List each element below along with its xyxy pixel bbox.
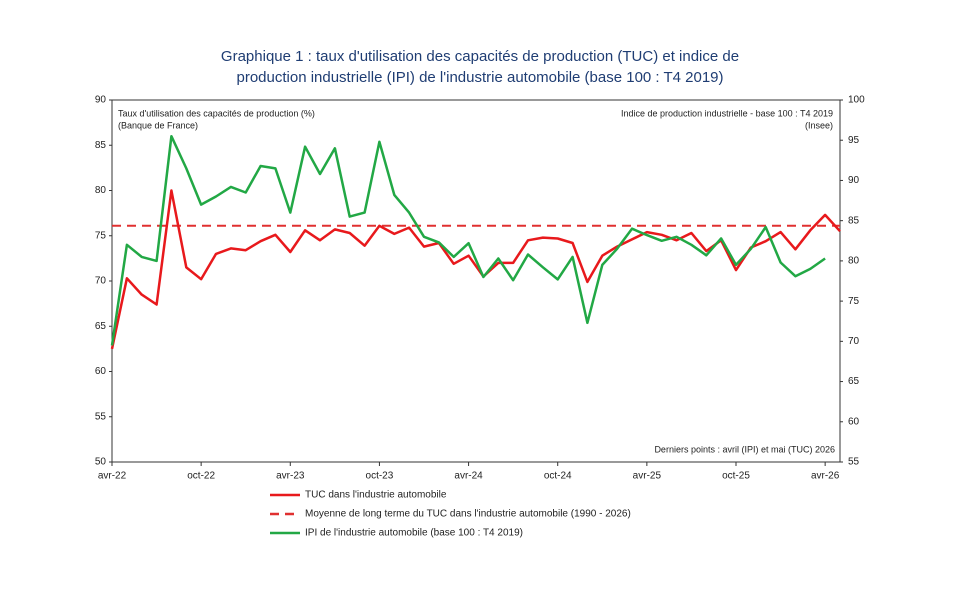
y-tick-label: 70 (95, 276, 107, 287)
y-tick-label: 80 (95, 185, 107, 196)
legend-label: IPI de l'industrie automobile (base 100 … (305, 528, 523, 539)
y-tick-label: 90 (95, 95, 107, 106)
y2-tick-label: 100 (848, 95, 865, 106)
x-tick-label: avr-23 (276, 471, 305, 482)
y2-axis-label: Indice de production industrielle - base… (621, 108, 833, 118)
y2-tick-label: 55 (848, 457, 860, 468)
y-tick-label: 85 (95, 140, 107, 151)
y2-tick-label: 75 (848, 296, 860, 307)
y2-tick-label: 95 (848, 135, 860, 146)
y-tick-label: 75 (95, 230, 107, 241)
x-tick-label: avr-25 (633, 471, 662, 482)
x-tick-label: oct-22 (187, 471, 215, 482)
y2-tick-label: 90 (848, 175, 860, 186)
annotation: Derniers points : avril (IPI) et mai (TU… (654, 444, 835, 454)
y-tick-label: 65 (95, 321, 107, 332)
chart-title: Graphique 1 : taux d'utilisation des cap… (221, 48, 739, 65)
x-tick-label: avr-26 (811, 471, 840, 482)
y2-tick-label: 60 (848, 416, 860, 427)
x-tick-label: oct-23 (366, 471, 394, 482)
y-axis-label: Taux d'utilisation des capacités de prod… (118, 108, 315, 118)
x-tick-label: oct-24 (544, 471, 572, 482)
x-tick-label: oct-25 (722, 471, 750, 482)
x-tick-label: avr-22 (98, 471, 127, 482)
y2-tick-label: 80 (848, 256, 860, 267)
chart-title: production industrielle (IPI) de l'indus… (236, 69, 723, 86)
series-line (110, 134, 826, 346)
y2-axis-label: (Insee) (805, 120, 833, 130)
legend-label: Moyenne de long terme du TUC dans l'indu… (305, 509, 631, 520)
legend-label: TUC dans l'industrie automobile (305, 490, 447, 501)
y-tick-label: 55 (95, 411, 107, 422)
x-tick-label: avr-24 (454, 471, 483, 482)
y-axis-label: (Banque de France) (118, 120, 198, 130)
y2-tick-label: 70 (848, 336, 860, 347)
y-tick-label: 60 (95, 366, 107, 377)
y2-tick-label: 65 (848, 376, 860, 387)
y2-tick-label: 85 (848, 215, 860, 226)
y-tick-label: 50 (95, 457, 107, 468)
